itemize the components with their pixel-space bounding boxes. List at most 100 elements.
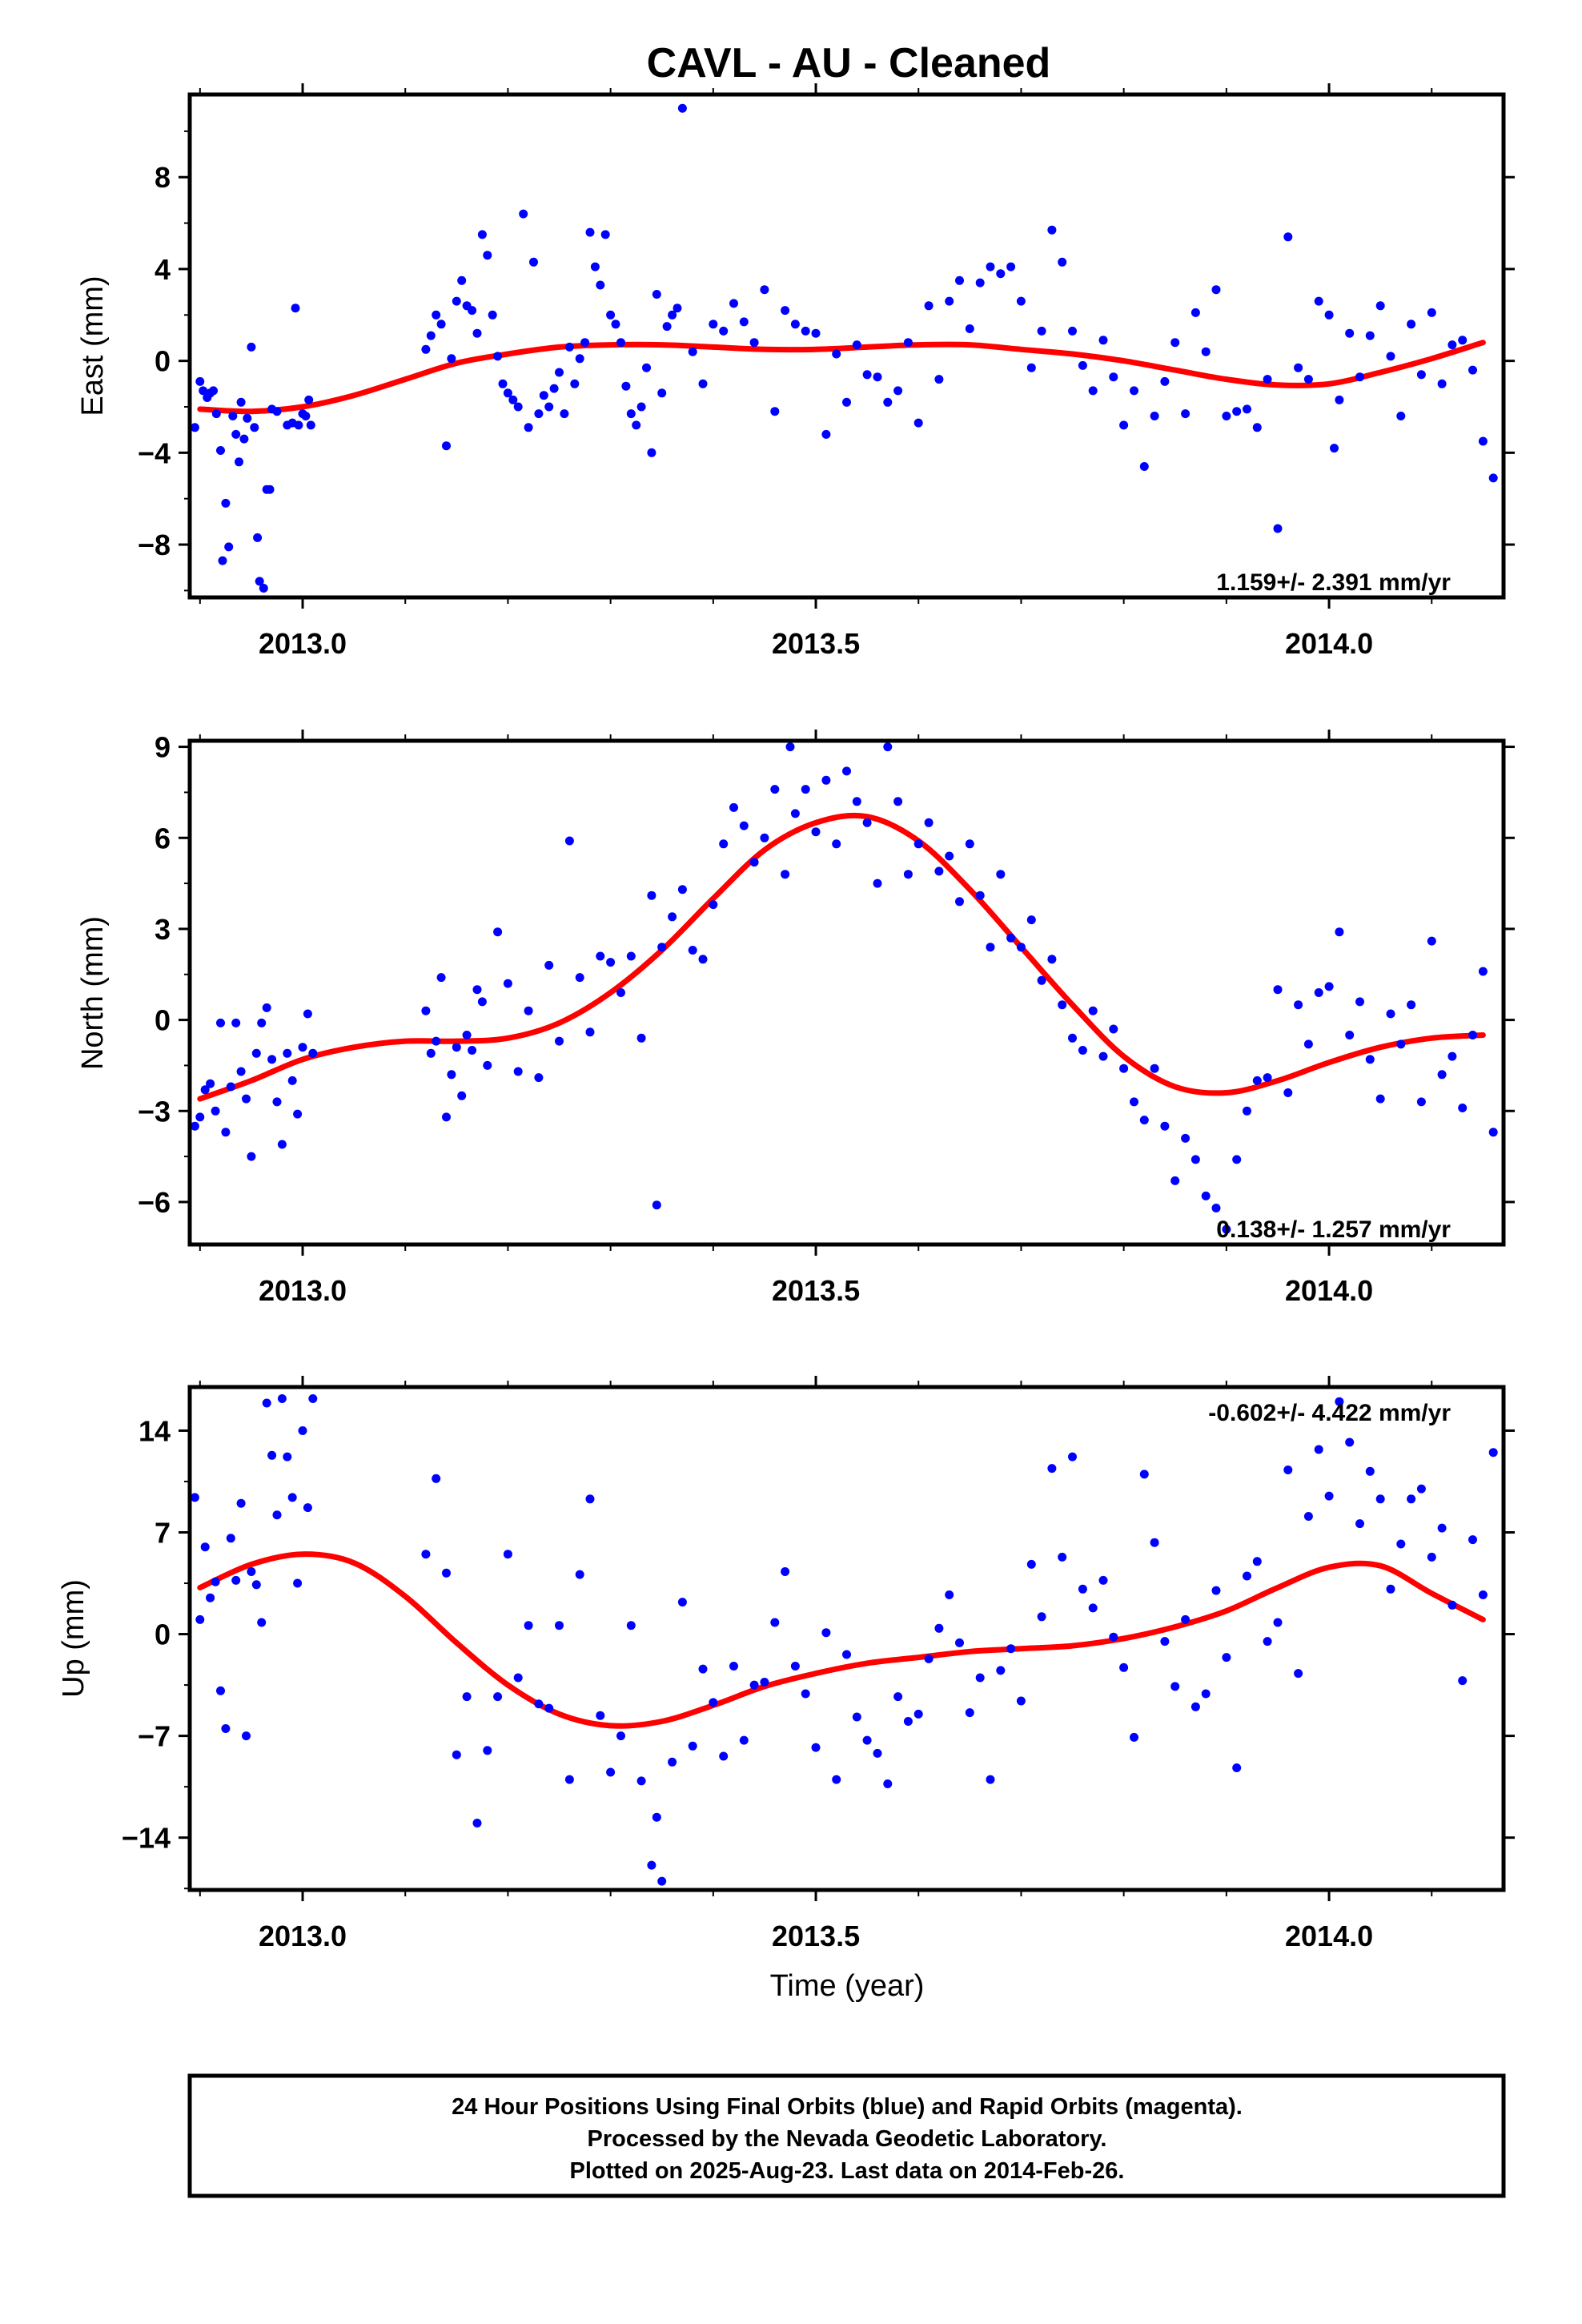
- up-data-point: [1047, 1464, 1057, 1474]
- north-data-point: [216, 1018, 225, 1027]
- north-data-point: [493, 927, 503, 937]
- up-data-point: [503, 1550, 512, 1559]
- up-data-point: [1026, 1559, 1036, 1569]
- east-data-point: [1232, 407, 1242, 416]
- up-data-point: [719, 1751, 729, 1761]
- north-data-point: [1458, 1104, 1468, 1112]
- east-data-point: [893, 386, 903, 396]
- north-data-point: [606, 958, 616, 967]
- up-data-point: [251, 1580, 261, 1590]
- north-data-point: [200, 1085, 210, 1095]
- up-data-point: [965, 1708, 974, 1718]
- north-y-axis-label: North (mm): [76, 916, 110, 1070]
- east-data-point: [611, 320, 620, 329]
- north-plot-frame: [187, 738, 1506, 1247]
- east-data-point: [1078, 360, 1087, 370]
- up-data-point: [1252, 1557, 1262, 1566]
- east-y-tick-label: −4: [138, 436, 171, 469]
- east-data-point: [975, 278, 985, 287]
- east-data-point: [652, 290, 661, 299]
- north-fit-line: [197, 812, 1486, 1102]
- up-data-point: [1427, 1552, 1436, 1562]
- east-data-point: [442, 441, 451, 451]
- north-data-point: [790, 809, 800, 818]
- east-data-point: [493, 352, 503, 361]
- north-data-point: [698, 955, 708, 964]
- east-x-tick-label: 2013.0: [259, 627, 347, 660]
- up-data-point: [1324, 1491, 1334, 1501]
- north-data-point: [1416, 1097, 1426, 1107]
- east-data-point: [1068, 326, 1077, 336]
- north-data-point: [1191, 1155, 1200, 1164]
- north-data-point: [1232, 1155, 1242, 1164]
- east-data-point: [216, 446, 225, 455]
- up-data-point: [1283, 1466, 1293, 1474]
- east-data-point: [1273, 524, 1283, 533]
- north-y-tick-label: 0: [155, 1004, 171, 1037]
- east-data-point: [955, 275, 964, 285]
- east-data-point: [1047, 225, 1057, 235]
- east-data-point: [211, 409, 221, 419]
- east-data-point: [564, 342, 574, 352]
- up-data-point: [934, 1623, 944, 1633]
- east-y-tick-label: 0: [155, 345, 171, 378]
- east-data-point: [1252, 423, 1262, 432]
- up-data-point: [626, 1621, 636, 1630]
- up-data-point: [1160, 1637, 1170, 1647]
- east-data-point: [606, 310, 616, 320]
- east-data-point: [580, 338, 590, 348]
- north-data-point: [272, 1097, 282, 1107]
- north-data-point: [477, 997, 487, 1007]
- east-data-point: [503, 388, 512, 398]
- east-points-layer: [190, 103, 1498, 593]
- east-data-point: [842, 397, 851, 407]
- north-data-point: [303, 1009, 312, 1019]
- up-data-point: [1068, 1452, 1077, 1462]
- up-data-point: [668, 1757, 677, 1767]
- north-data-point: [996, 870, 1006, 879]
- up-y-tick-label: −7: [138, 1720, 171, 1753]
- east-data-point: [668, 310, 677, 320]
- north-data-point: [596, 951, 605, 961]
- up-data-point: [452, 1750, 461, 1759]
- north-data-point: [986, 943, 995, 952]
- up-data-point: [493, 1692, 503, 1702]
- east-data-point: [544, 402, 554, 412]
- north-data-point: [544, 960, 554, 970]
- north-data-point: [1386, 1009, 1395, 1019]
- up-data-point: [1201, 1689, 1211, 1699]
- up-data-point: [616, 1731, 625, 1741]
- east-data-point: [1006, 262, 1016, 271]
- east-fit-layer: [197, 340, 1486, 415]
- north-data-point: [1078, 1046, 1087, 1055]
- up-data-point: [975, 1673, 985, 1683]
- up-data-point: [200, 1542, 210, 1552]
- east-data-point: [235, 457, 243, 467]
- up-data-point: [303, 1503, 312, 1513]
- east-plot-frame: [187, 92, 1506, 600]
- up-data-point: [1150, 1538, 1159, 1547]
- north-data-point: [421, 1006, 431, 1015]
- north-data-point: [436, 973, 446, 983]
- east-data-point: [253, 533, 263, 542]
- north-data-point: [913, 839, 923, 849]
- east-data-point: [821, 429, 831, 439]
- north-data-point: [1478, 967, 1488, 976]
- north-data-point: [842, 766, 851, 776]
- east-data-point: [513, 402, 523, 412]
- north-data-point: [1437, 1070, 1447, 1080]
- east-data-point: [616, 338, 625, 348]
- north-data-point: [442, 1112, 451, 1122]
- east-data-point: [632, 420, 641, 430]
- north-data-point: [1170, 1176, 1180, 1185]
- east-data-point: [539, 391, 548, 400]
- east-y-tick-label: 8: [155, 161, 171, 194]
- east-data-point: [729, 299, 738, 308]
- up-data-point: [267, 1450, 277, 1460]
- up-data-point: [1468, 1535, 1477, 1545]
- east-data-point: [739, 317, 749, 327]
- east-data-point: [272, 407, 282, 416]
- up-data-point: [647, 1860, 656, 1870]
- footer-line-2: Processed by the Nevada Geodetic Laborat…: [588, 2126, 1107, 2152]
- east-data-point: [575, 354, 584, 364]
